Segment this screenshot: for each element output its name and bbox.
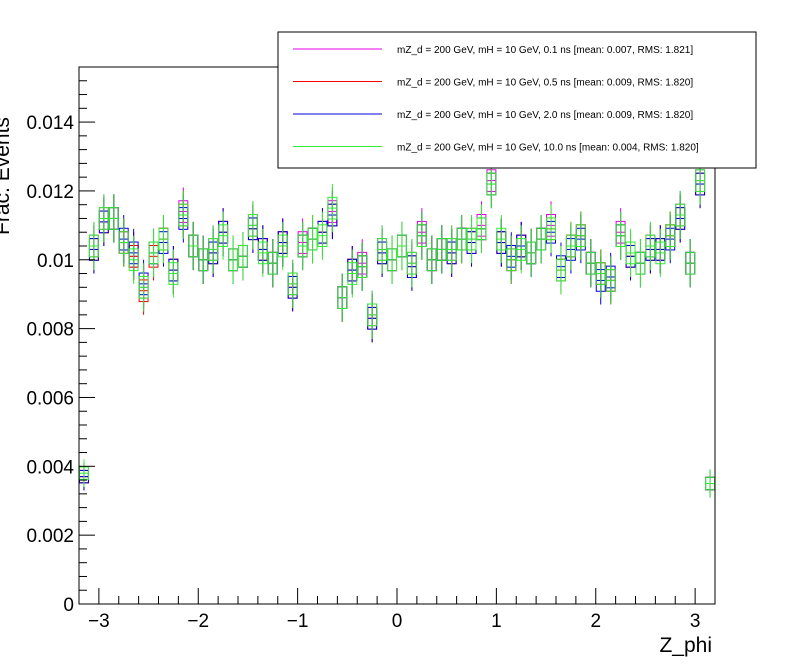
y-tick-label: 0.01 (37, 251, 74, 272)
y-tick-label: 0.012 (26, 182, 74, 203)
x-tick-label: 3 (690, 611, 701, 632)
legend-box (277, 31, 757, 169)
x-tick-label: 0 (392, 611, 403, 632)
x-axis: −3 −2 −1 0 1 2 3 (78, 588, 716, 632)
x-tick-label: 2 (590, 611, 601, 632)
y-axis-title: Frac. Events (0, 117, 14, 235)
legend-label-0: mZ_d = 200 GeV, mH = 10 GeV, 0.1 ns [mea… (397, 45, 693, 56)
legend: mZ_d = 200 GeV, mH = 10 GeV, 0.1 ns [mea… (277, 31, 757, 169)
y-axis: 0 0.002 0.004 0.006 0.008 0.01 0.012 0.014 (26, 66, 95, 616)
x-tick-label: −3 (88, 611, 110, 632)
y-tick-label: 0.004 (26, 457, 74, 478)
y-tick-label: 0.014 (26, 113, 74, 134)
y-tick-label: 0.008 (26, 320, 74, 341)
x-tick-label: −2 (187, 611, 209, 632)
y-tick-label: 0 (63, 595, 74, 616)
legend-label-2: mZ_d = 200 GeV, mH = 10 GeV, 2.0 ns [mea… (397, 110, 693, 121)
legend-label-3: mZ_d = 200 GeV, mH = 10 GeV, 10.0 ns [me… (397, 143, 699, 154)
legend-entries: mZ_d = 200 GeV, mH = 10 GeV, 0.1 ns [mea… (293, 45, 699, 154)
legend-label-1: mZ_d = 200 GeV, mH = 10 GeV, 0.5 ns [mea… (397, 78, 693, 89)
y-tick-label: 0.006 (26, 388, 74, 409)
series-3 (79, 156, 715, 498)
x-axis-title: Z_phi (659, 634, 712, 657)
x-tick-label: 1 (491, 611, 502, 632)
x-tick-label: −1 (287, 611, 309, 632)
series-layer (79, 156, 715, 498)
y-tick-label: 0.002 (26, 526, 74, 547)
